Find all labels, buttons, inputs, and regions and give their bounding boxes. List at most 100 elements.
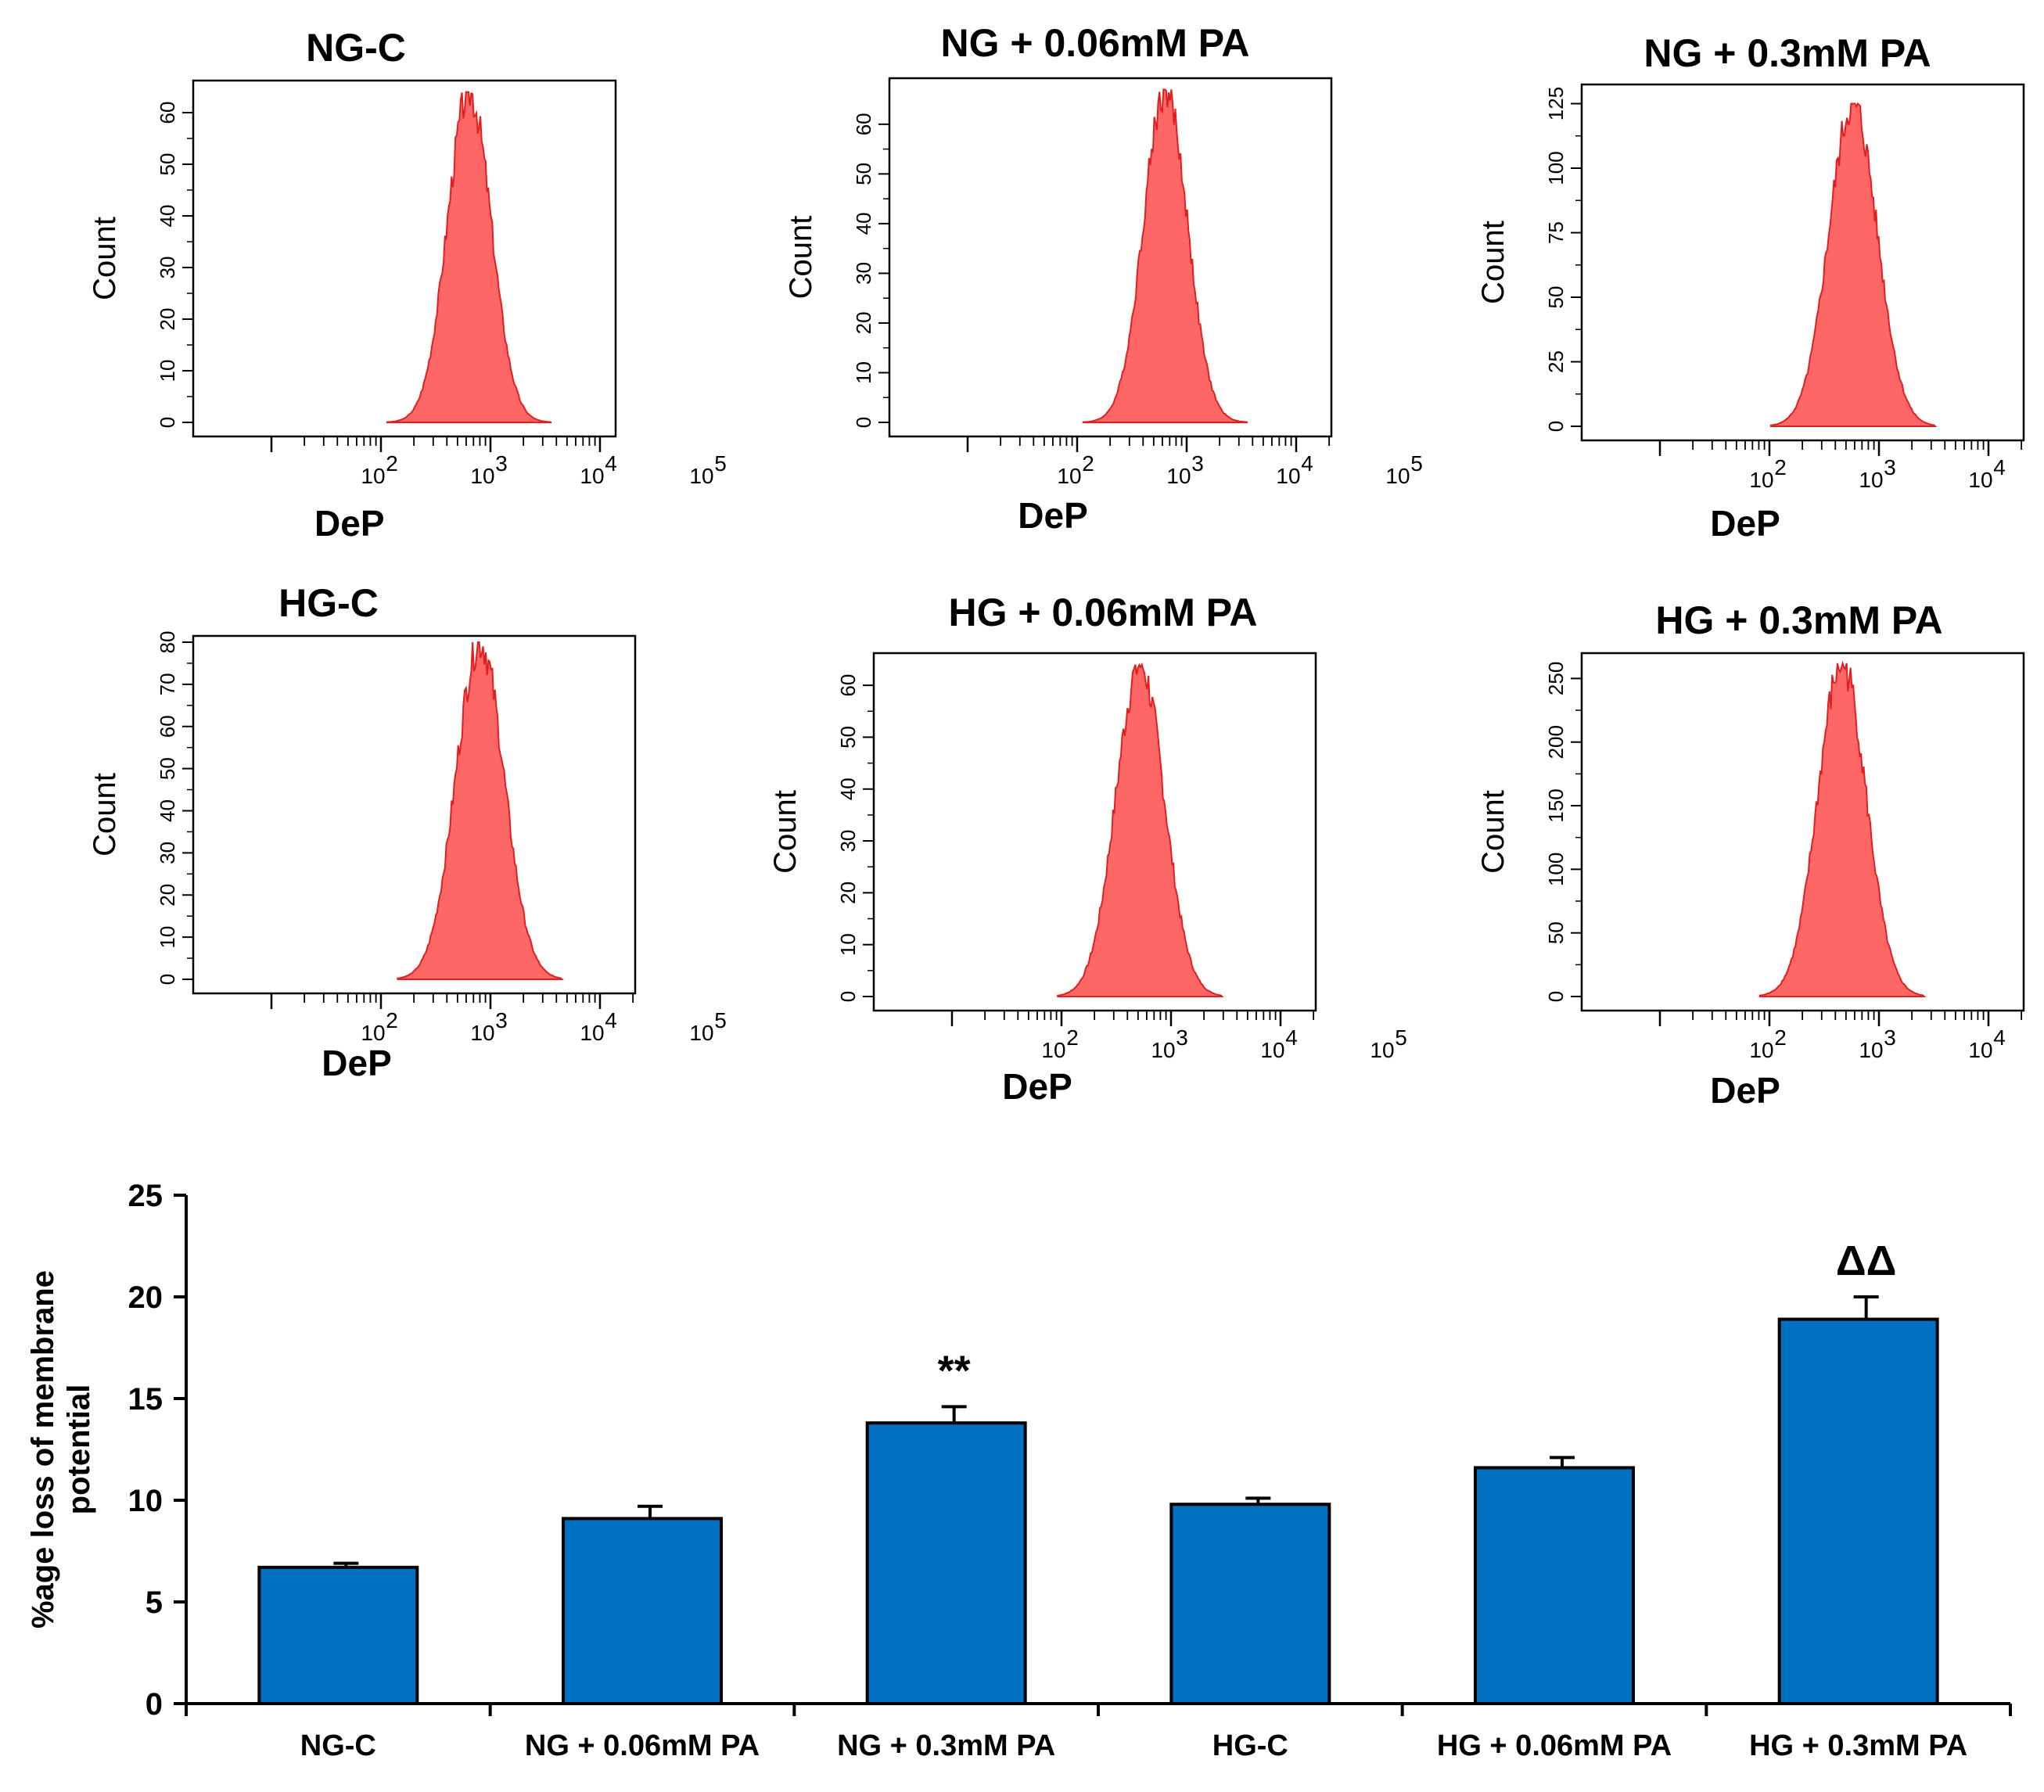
bar-chart: 0 5 10 15 20 25 NG-C NG + 0.06mM PA NG + 0.3mM P… [26,1179,2012,1762]
bar-category-label: NG-C [300,1729,376,1762]
bar-y-axis-label: %age loss of membranepotential [26,1270,96,1629]
histogram-area [397,641,564,980]
bar-4 [1169,1503,1331,1705]
y-tick-label: 100 [1544,151,1568,185]
x-tick-exponent: 3 [1884,1025,1896,1050]
x-tick-base: 10 [689,1021,713,1045]
bar-y-tick-label: 0 [145,1687,163,1722]
histogram-title: HG + 0.06mM PA [948,591,1257,634]
y-tick-label: 40 [852,212,875,235]
y-tick-label: 25 [1544,350,1568,373]
x-tick-base: 10 [580,464,604,488]
significance-annotation: ΔΔ [1836,1237,1897,1284]
y-tick-label: 30 [836,830,860,853]
x-tick-exponent: 2 [1774,1025,1787,1050]
y-tick-label: 0 [852,417,875,428]
x-tick-base: 10 [1276,464,1300,488]
y-tick-label: 50 [156,757,179,780]
bar-1 [257,1565,419,1706]
x-tick-base: 10 [1968,1038,1992,1062]
y-tick-label: 70 [156,673,179,695]
histogram-title: HG + 0.3mM PA [1655,598,1942,642]
y-tick-label: 20 [156,884,179,907]
x-axis-label: DeP [1018,495,1087,536]
y-tick-label: 50 [1544,921,1568,944]
y-tick-label: 50 [156,153,179,176]
histogram-panel-3: 0255075100125102103104105NG + 0.3mM PADe… [1476,31,2025,544]
histogram-panel-6: 050100150200250102103104105HG + 0.3mM PA… [1476,598,2025,1111]
histogram-axis-box [192,634,637,995]
x-axis-label: DeP [1710,503,1780,544]
x-tick-exponent: 4 [1301,451,1313,476]
significance-annotation: ** [938,1347,971,1394]
x-tick-base: 10 [470,464,494,488]
histogram-title: NG-C [306,26,406,70]
x-tick-base: 10 [689,464,713,488]
y-tick-label: 50 [836,726,860,749]
y-tick-label: 30 [156,842,179,864]
x-tick-exponent: 5 [714,451,727,476]
y-tick-label: 150 [1544,788,1568,822]
bar-category-label: HG + 0.06mM PA [1437,1729,1672,1762]
x-tick-exponent: 2 [386,451,398,476]
bar-6 [1777,1317,1939,1705]
x-tick-base: 10 [580,1021,604,1045]
x-tick-exponent: 2 [1082,451,1094,476]
bar-5 [1474,1466,1635,1706]
bar-y-tick-label: 15 [128,1382,163,1417]
y-tick-label: 20 [852,311,875,334]
bar-2 [562,1517,723,1706]
x-tick-exponent: 4 [605,451,617,476]
x-tick-base: 10 [1968,468,1992,492]
y-axis-label: Count [1476,221,1511,304]
bar-category-label: NG + 0.3mM PA [837,1729,1055,1762]
x-tick-base: 10 [1166,464,1191,488]
x-tick-base: 10 [1260,1038,1284,1062]
x-tick-exponent: 3 [1884,455,1896,479]
y-tick-label: 10 [836,933,860,956]
bar-y-tick-label: 5 [145,1586,163,1620]
bar-category-label: NG + 0.06mM PA [525,1729,760,1762]
y-tick-label: 80 [156,631,179,654]
y-tick-label: 40 [836,777,860,800]
x-tick-base: 10 [361,464,385,488]
y-axis-label: Count [1476,790,1511,874]
x-tick-exponent: 4 [1285,1025,1298,1050]
bar-y-tick-label: 25 [128,1179,163,1213]
x-tick-base: 10 [1041,1038,1065,1062]
x-tick-exponent: 4 [605,1008,617,1032]
x-tick-exponent: 4 [1993,455,2006,479]
histogram-title: HG-C [278,581,379,625]
x-tick-base: 10 [1385,464,1410,488]
y-tick-label: 60 [156,102,179,124]
x-tick-exponent: 5 [1410,451,1423,476]
y-tick-label: 0 [156,974,179,985]
y-tick-label: 100 [1544,853,1568,886]
histogram-area [386,91,552,423]
y-tick-label: 30 [156,257,179,279]
x-tick-exponent: 5 [1395,1025,1407,1050]
y-tick-label: 50 [1544,286,1568,309]
bar-y-tick-label: 10 [128,1484,163,1518]
x-tick-base: 10 [1749,468,1773,492]
x-tick-exponent: 3 [495,1008,508,1032]
y-axis-label: Count [768,790,803,874]
x-axis-label: DeP [322,1043,391,1083]
y-tick-label: 60 [852,113,875,135]
y-tick-label: 0 [836,991,860,1002]
x-tick-base: 10 [1749,1038,1773,1062]
y-tick-label: 50 [852,163,875,185]
y-axis-label: Count [88,773,122,856]
x-tick-exponent: 2 [1774,455,1787,479]
x-tick-base: 10 [1370,1038,1394,1062]
y-tick-label: 10 [156,360,179,382]
y-axis-label: Count [784,216,818,300]
y-tick-label: 200 [1544,725,1568,759]
bar-y-axis-label-line: %age loss of membrane [26,1270,60,1629]
histogram-area [1769,102,1938,427]
x-axis-label: DeP [1710,1070,1780,1111]
y-tick-label: 40 [156,799,179,822]
y-tick-label: 30 [852,262,875,285]
